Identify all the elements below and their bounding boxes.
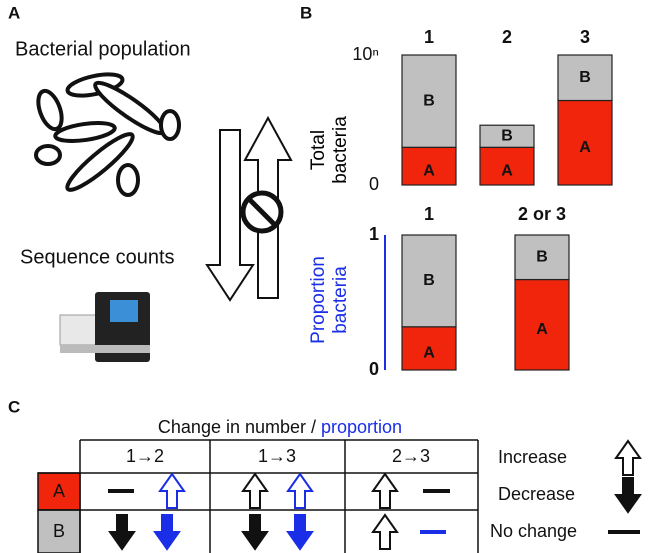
y-label-line: Total <box>308 130 329 170</box>
segment-label: A <box>501 162 513 179</box>
caption: Sequence counts <box>20 246 175 268</box>
y-axis-label: Proportionbacteria <box>308 256 351 344</box>
change-icons <box>108 474 450 549</box>
legend-label: Increase <box>498 447 567 467</box>
legend-label: No change <box>490 521 577 541</box>
bacteria <box>34 70 179 196</box>
row-header: B <box>53 521 65 541</box>
x-tick-label: 1 <box>424 27 434 47</box>
segment-label: B <box>423 272 435 289</box>
panel-label: C <box>8 397 20 416</box>
y-label-line: Proportion <box>308 256 329 344</box>
segment-label: B <box>423 92 435 109</box>
y-tick-label: 10ⁿ <box>352 44 379 64</box>
segment-label: A <box>423 162 435 179</box>
title-part: Change in number / <box>158 417 321 437</box>
legend-label: Decrease <box>498 484 575 504</box>
title-part: proportion <box>321 417 402 437</box>
segment-label: A <box>423 345 435 362</box>
y-label-line: bacteria <box>330 116 351 184</box>
row-header: A <box>53 481 65 501</box>
column-header: 1→3 <box>258 446 296 466</box>
legend-icons <box>608 441 640 532</box>
figure: A Bacterial population Sequence counts B… <box>0 0 651 553</box>
panel-label: B <box>300 3 312 22</box>
y-tick-label: 0 <box>369 174 379 194</box>
column-header: 2→3 <box>392 446 430 466</box>
segment-label: A <box>536 321 548 338</box>
column-header: 1→2 <box>126 446 164 466</box>
segment-label: A <box>579 139 591 156</box>
table-title: Change in number / proportion <box>158 417 402 437</box>
x-tick-label: 3 <box>580 27 590 47</box>
charts: 010ⁿTotalbacteria1AB2AB3AB01Proportionba… <box>308 27 612 379</box>
segment-label: B <box>536 248 548 265</box>
y-axis-label: Totalbacteria <box>308 116 351 184</box>
x-tick-label: 2 <box>502 27 512 47</box>
sequencer <box>60 292 150 362</box>
x-tick-label: 2 or 3 <box>518 204 566 224</box>
segment-label: B <box>579 69 591 86</box>
prohibited <box>243 193 281 231</box>
segment-label: B <box>501 127 513 144</box>
x-tick-label: 1 <box>424 204 434 224</box>
caption: Bacterial population <box>15 38 191 60</box>
panel-label: A <box>8 3 20 22</box>
y-tick-label: 1 <box>369 224 379 244</box>
y-tick-label: 0 <box>369 359 379 379</box>
y-label-line: bacteria <box>330 266 351 334</box>
